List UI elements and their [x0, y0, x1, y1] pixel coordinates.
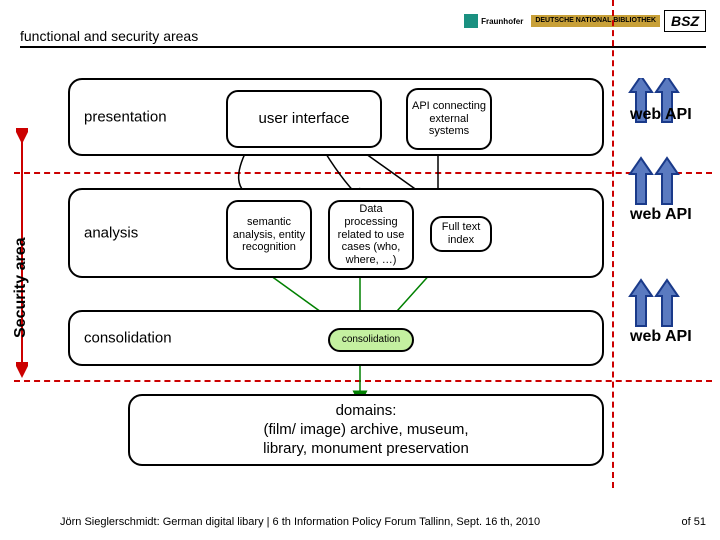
page-title: functional and security areas: [20, 28, 198, 44]
header-logos: Fraunhofer DEUTSCHE NATIONAL BIBLIOTHEK …: [460, 6, 706, 36]
bibliothek-logo: DEUTSCHE NATIONAL BIBLIOTHEK: [531, 15, 660, 27]
domains-line2: (film/ image) archive, museum,: [263, 421, 468, 438]
bsz-logo: BSZ: [664, 10, 706, 32]
firewall-line-vertical: [612, 0, 614, 488]
user-interface-box: user interface: [226, 90, 382, 148]
consolidation-row: consolidation consolidation: [68, 310, 604, 366]
footer: Jörn Sieglerschmidt: German digital liba…: [60, 516, 706, 528]
header-divider: [20, 46, 706, 48]
consolidation-label: consolidation: [84, 330, 172, 347]
footer-text: Jörn Sieglerschmidt: German digital liba…: [60, 516, 540, 528]
firewall-line-top: [14, 172, 712, 174]
domains-line1: domains:: [336, 402, 397, 419]
presentation-label: presentation: [84, 109, 167, 126]
web-api-2: web API: [630, 206, 692, 224]
web-api-3: web API: [630, 328, 692, 346]
semantic-analysis-box: semantic analysis, entity recognition: [226, 200, 312, 270]
fraunhofer-label: Fraunhofer: [481, 17, 523, 26]
footer-page: of 51: [682, 516, 706, 528]
analysis-row: analysis semantic analysis, entity recog…: [68, 188, 604, 278]
diagram-area: presentation user interface API connecti…: [60, 78, 700, 488]
domains-row: domains: (film/ image) archive, museum, …: [128, 394, 604, 466]
domains-text: domains: (film/ image) archive, museum, …: [130, 402, 602, 458]
fulltext-index-box: Full text index: [430, 216, 492, 252]
security-area-label: Security area: [12, 237, 30, 338]
consolidation-box: consolidation: [328, 328, 414, 352]
api-connecting-box: API connecting external systems: [406, 88, 492, 150]
analysis-label: analysis: [84, 225, 138, 242]
fraunhofer-logo: Fraunhofer: [460, 6, 527, 36]
data-processing-box: Data processing related to use cases (wh…: [328, 200, 414, 270]
domains-line3: library, monument preservation: [263, 439, 469, 456]
web-api-1: web API: [630, 106, 692, 124]
presentation-row: presentation user interface API connecti…: [68, 78, 604, 156]
firewall-line-bottom: [14, 380, 712, 382]
